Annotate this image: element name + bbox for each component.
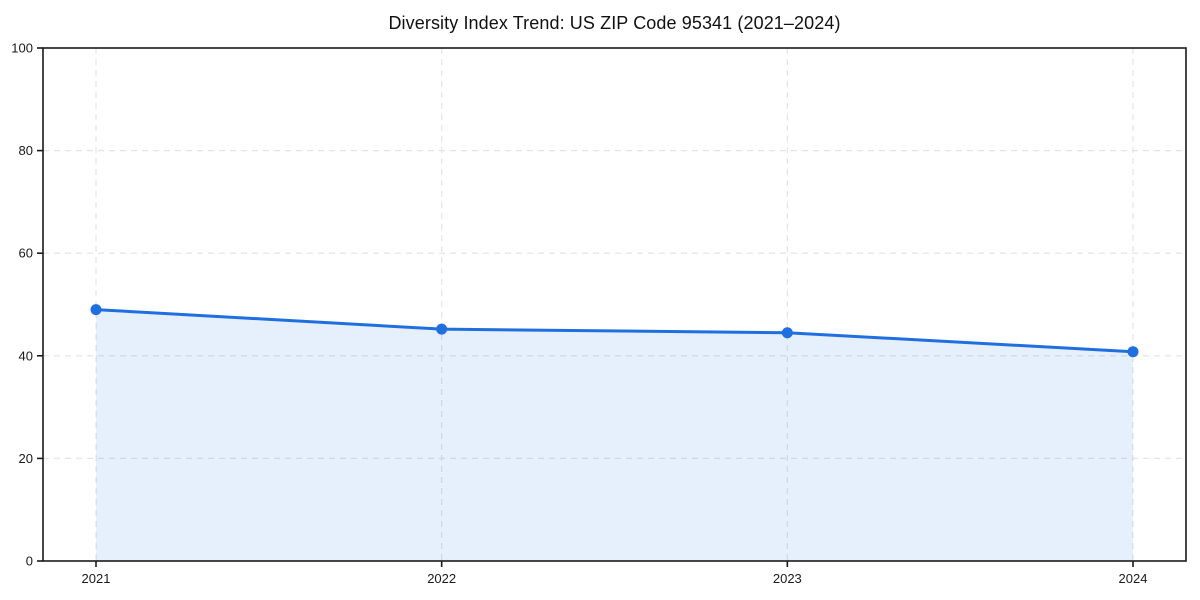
data-point-marker — [90, 304, 102, 316]
data-point-marker — [1127, 346, 1139, 358]
x-tick-label: 2021 — [82, 571, 111, 586]
y-tick-label: 60 — [19, 246, 33, 261]
y-tick-label: 80 — [19, 143, 33, 158]
y-tick-label: 100 — [11, 41, 33, 56]
data-point-marker — [436, 323, 448, 335]
y-tick-label: 0 — [26, 554, 33, 569]
plot-border — [42, 47, 1187, 562]
y-tick-label: 20 — [19, 451, 33, 466]
x-tick-label: 2022 — [427, 571, 456, 586]
y-tick-label: 40 — [19, 348, 33, 363]
trend-line — [94, 308, 1135, 354]
x-tick-label: 2024 — [1119, 571, 1148, 586]
area-fill — [96, 309, 1133, 561]
data-point-marker — [781, 327, 793, 339]
x-tick-label: 2023 — [773, 571, 802, 586]
chart-title: Diversity Index Trend: US ZIP Code 95341… — [388, 13, 841, 33]
